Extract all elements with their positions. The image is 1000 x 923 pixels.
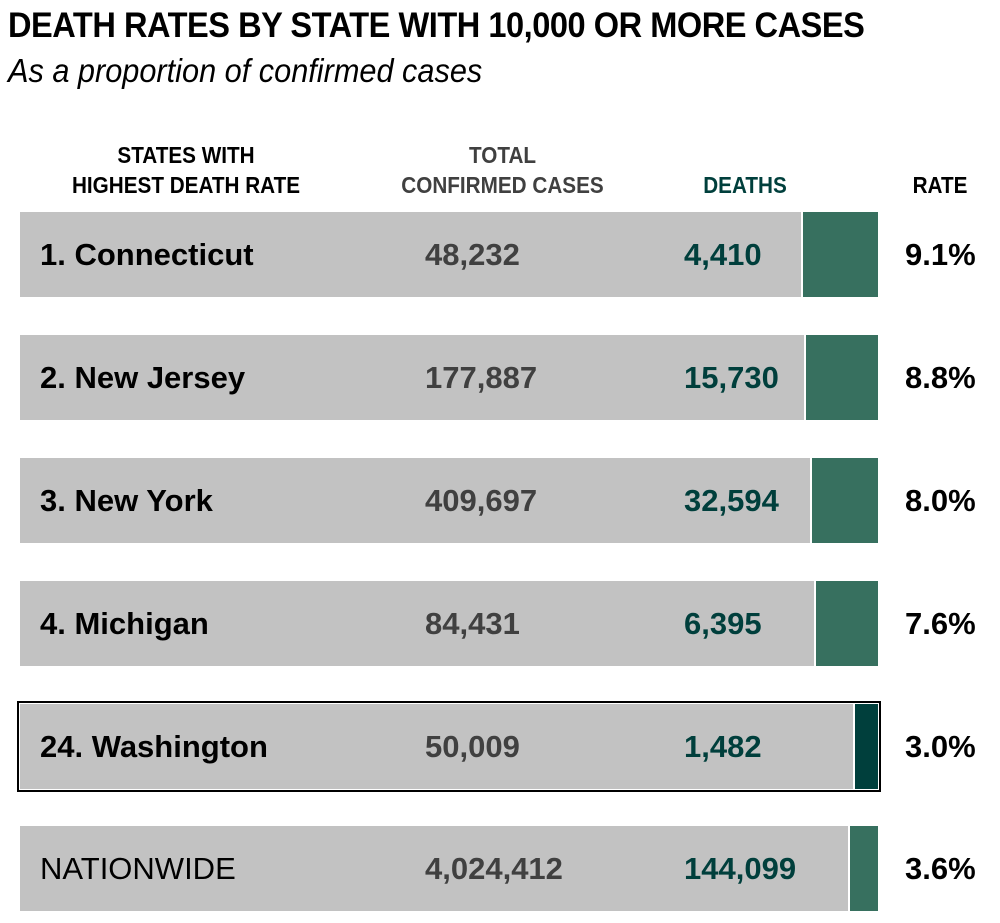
column-header-deaths: DEATHS	[703, 172, 787, 198]
chart-title: DEATH RATES BY STATE WITH 10,000 OR MORE…	[8, 6, 865, 45]
state-label: 3. New York	[40, 483, 213, 518]
state-label: 1. Connecticut	[40, 237, 254, 272]
state-label: 2. New Jersey	[40, 360, 246, 395]
rate-label: 3.6%	[905, 851, 976, 886]
state-label: NATIONWIDE	[40, 851, 236, 886]
column-header-state: STATES WITH HIGHEST DEATH RATE	[69, 140, 303, 200]
state-label: 4. Michigan	[40, 606, 209, 641]
rate-label: 3.0%	[905, 729, 976, 764]
column-header-cases: TOTAL CONFIRMED CASES	[383, 140, 622, 200]
table-row: 3. New York 409,697 32,594	[20, 458, 878, 543]
cases-value: 4,024,412	[425, 851, 563, 886]
deaths-value: 15,730	[684, 360, 779, 395]
rate-label: 8.8%	[905, 360, 976, 395]
column-header-state-line1: STATES WITH	[117, 142, 255, 168]
cases-value: 177,887	[425, 360, 538, 395]
rate-bar	[810, 458, 878, 543]
table-row: 24. Washington 50,009 1,482	[17, 701, 881, 792]
state-label: 24. Washington	[40, 729, 268, 764]
rate-label: 9.1%	[905, 237, 976, 272]
chart-subtitle: As a proportion of confirmed cases	[8, 52, 483, 89]
cases-value: 409,697	[425, 483, 538, 518]
column-header-cases-line2: CONFIRMED CASES	[401, 172, 604, 198]
rate-bar	[801, 212, 878, 297]
table-row: NATIONWIDE 4,024,412 144,099	[20, 826, 878, 911]
deaths-value: 6,395	[684, 606, 762, 641]
cases-value: 50,009	[425, 729, 520, 764]
column-header-state-line2: HIGHEST DEATH RATE	[71, 172, 301, 198]
rate-bar	[804, 335, 878, 420]
table-row: 2. New Jersey 177,887 15,730	[20, 335, 878, 420]
table-row: 1. Connecticut 48,232 4,410	[20, 212, 878, 297]
rate-bar	[848, 826, 878, 911]
table-row: 4. Michigan 84,431 6,395	[20, 581, 878, 666]
deaths-value: 32,594	[684, 483, 779, 518]
deaths-value: 4,410	[684, 237, 762, 272]
column-header-cases-line1: TOTAL	[468, 142, 537, 168]
rate-bar	[814, 581, 878, 666]
cases-value: 84,431	[425, 606, 520, 641]
deaths-value: 1,482	[684, 729, 762, 764]
rate-label: 7.6%	[905, 606, 976, 641]
rate-bar	[853, 704, 878, 789]
deaths-value: 144,099	[684, 851, 797, 886]
cases-value: 48,232	[425, 237, 520, 272]
rate-label: 8.0%	[905, 483, 976, 518]
column-header-rate: RATE	[912, 172, 968, 198]
